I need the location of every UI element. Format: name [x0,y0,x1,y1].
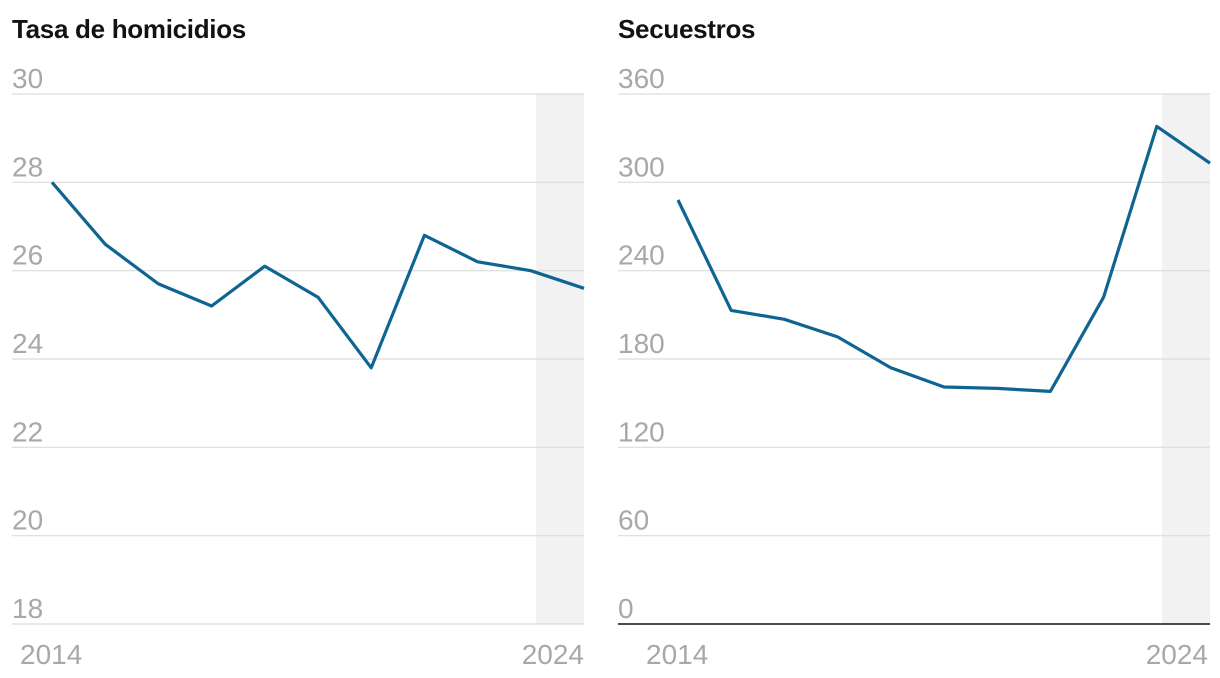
y-tick-label: 300 [618,151,665,182]
y-tick-label: 0 [618,593,634,624]
y-tick-label: 360 [618,63,665,94]
series-line [50,181,585,370]
kidnappings-panel: Secuestros 360 300 240 180 120 60 0 2014 2024 [604,0,1220,678]
homicide-rate-chart: 30 28 26 24 22 20 18 2014 2024 [12,63,585,670]
y-tick-label: 24 [12,328,43,359]
y-tick-label: 20 [12,505,43,536]
x-tick-label: 2014 [20,639,82,670]
y-tick-label: 18 [12,593,43,624]
y-tick-label: 28 [12,151,43,182]
x-tick-label: 2024 [522,639,584,670]
series-line [676,124,1211,393]
chart-title: Tasa de homicidios [12,14,246,44]
homicide-rate-panel: Tasa de homicidios 30 28 26 24 22 20 18 2014 202… [0,0,600,678]
kidnappings-chart: 360 300 240 180 120 60 0 2014 2024 [618,63,1211,670]
x-tick-label: 2024 [1146,639,1208,670]
y-tick-label: 22 [12,416,43,447]
y-tick-label: 180 [618,328,665,359]
y-tick-label: 240 [618,240,665,271]
y-tick-label: 60 [618,505,649,536]
y-tick-label: 26 [12,240,43,271]
y-tick-label: 120 [618,416,665,447]
chart-title: Secuestros [618,14,756,44]
y-tick-label: 30 [12,63,43,94]
x-tick-label: 2014 [646,639,708,670]
